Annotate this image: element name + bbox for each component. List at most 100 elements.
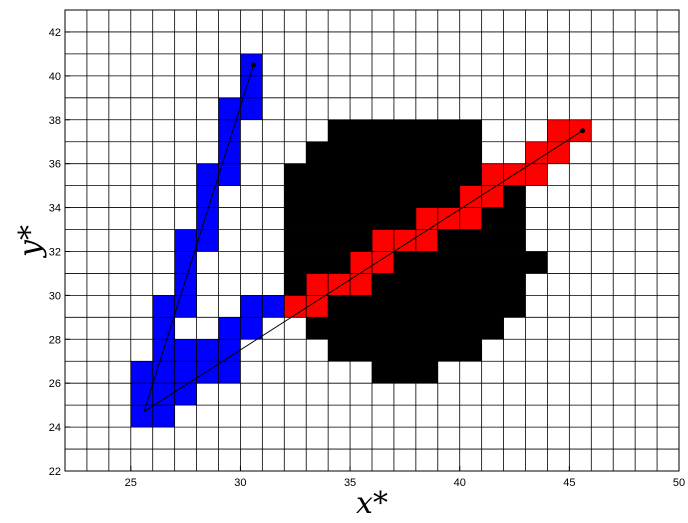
red-path-cell (525, 141, 548, 164)
obstacle-cell (372, 339, 394, 362)
obstacle-cell (503, 185, 526, 208)
blue-path-cell (196, 207, 219, 230)
obstacle-cell (393, 339, 416, 362)
red-path-cell (372, 251, 394, 274)
obstacle-cell (393, 317, 416, 340)
obstacle-cell (393, 273, 416, 296)
red-path-cell (415, 229, 438, 252)
blue-path-cell (152, 405, 175, 428)
red-path-cell (459, 207, 482, 230)
path-endpoint-dot (580, 128, 586, 134)
obstacle-cell (393, 119, 416, 142)
obstacle-cell (284, 229, 307, 252)
obstacle-cell (459, 251, 482, 274)
blue-path-cell (152, 317, 175, 340)
obstacle-cell (284, 185, 307, 208)
blue-path-cell (262, 295, 285, 318)
x-tick-label: 50 (673, 477, 685, 489)
x-tick-label: 25 (125, 477, 137, 489)
blue-path-cell (174, 361, 197, 384)
axis-ticks: 25 30 35 40 45 50 22 24 26 28 30 32 34 36 38 40 42 (49, 27, 685, 489)
obstacle-cell (328, 339, 351, 362)
red-path-cell (350, 273, 372, 296)
y-tick-label: 28 (49, 334, 61, 346)
obstacle-cell (393, 361, 416, 384)
obstacle-cell (372, 185, 394, 208)
obstacle-cell (306, 207, 329, 230)
x-tick-label: 30 (234, 477, 246, 489)
obstacle-cell (481, 317, 504, 340)
blue-path-cell (196, 229, 219, 252)
obstacle-cell (328, 163, 351, 186)
y-tick-label: 32 (49, 246, 61, 258)
obstacle-cell (459, 163, 482, 186)
obstacle-cell (284, 273, 307, 296)
obstacle-cell (415, 141, 438, 164)
red-path-cell (481, 185, 504, 208)
y-tick-label: 40 (49, 71, 61, 83)
obstacle-cell (372, 163, 394, 186)
obstacle-cell (328, 119, 351, 142)
blue-path-cell (152, 383, 175, 406)
obstacle-cell (328, 185, 351, 208)
obstacle-cell (437, 317, 460, 340)
y-tick-label: 34 (49, 203, 61, 215)
blue-path-cell (218, 141, 241, 164)
blue-path-cell (174, 251, 197, 274)
red-path-cell (306, 273, 329, 296)
path-endpoint-dot (251, 62, 257, 68)
obstacle-cell (350, 295, 372, 318)
blue-path-cell (174, 295, 197, 318)
y-tick-label: 22 (49, 466, 61, 478)
obstacle-cell (393, 163, 416, 186)
y-tick-label: 26 (49, 378, 61, 390)
path-line (143, 64, 255, 412)
obstacle-cell (350, 229, 372, 252)
obstacle-cell (393, 185, 416, 208)
obstacle-cell (328, 207, 351, 230)
y-tick-label: 36 (49, 159, 61, 171)
obstacle-cell (306, 141, 329, 164)
blue-path-cell (240, 317, 263, 340)
blue-path-cell (196, 163, 219, 186)
occupancy-cells (130, 53, 592, 428)
red-path-cell (415, 207, 438, 230)
obstacle-cell (284, 207, 307, 230)
obstacle-cell (503, 273, 526, 296)
blue-path-cell (196, 339, 219, 362)
obstacle-cell (393, 141, 416, 164)
obstacle-cell (437, 163, 460, 186)
y-tick-label: 42 (49, 27, 61, 39)
y-tick-label: 38 (49, 115, 61, 127)
red-path-cell (525, 163, 548, 186)
blue-path-cell (196, 361, 219, 384)
obstacle-cell (437, 185, 460, 208)
obstacle-cell (415, 251, 438, 274)
obstacle-cell (503, 229, 526, 252)
blue-path-cell (174, 339, 197, 362)
obstacle-cell (328, 141, 351, 164)
obstacle-cell (415, 163, 438, 186)
obstacle-cell (372, 317, 394, 340)
obstacle-cell (393, 207, 416, 230)
blue-path-cell (240, 295, 263, 318)
obstacle-cell (328, 251, 351, 274)
obstacle-cell (459, 273, 482, 296)
red-path-cell (350, 251, 372, 274)
obstacle-cell (350, 141, 372, 164)
obstacle-cell (459, 119, 482, 142)
obstacle-cell (306, 163, 329, 186)
blue-path-cell (240, 97, 263, 120)
obstacle-cell (459, 295, 482, 318)
blue-path-cell (174, 229, 197, 252)
obstacle-cell (350, 207, 372, 230)
red-path-cell (459, 185, 482, 208)
obstacle-cell (459, 141, 482, 164)
obstacle-cell (481, 273, 504, 296)
y-tick-label: 24 (49, 422, 61, 434)
obstacle-cell (328, 229, 351, 252)
blue-path-cell (218, 361, 241, 384)
obstacle-cell (350, 317, 372, 340)
x-tick-label: 40 (454, 477, 466, 489)
